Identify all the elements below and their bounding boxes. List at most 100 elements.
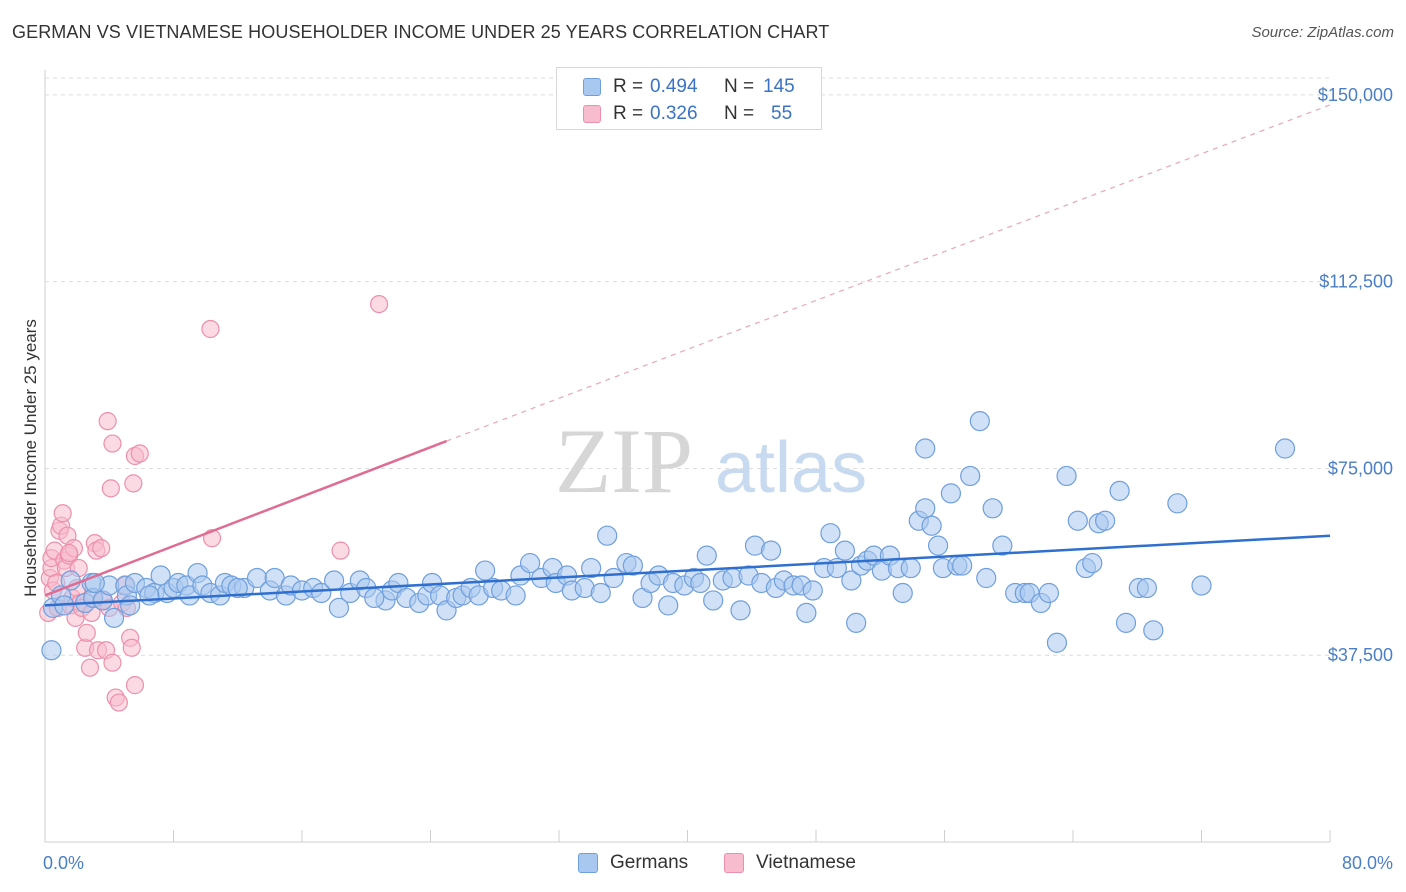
vietnamese-trend-line xyxy=(44,439,448,597)
legend-n-value: 145 xyxy=(763,76,795,97)
german-point xyxy=(760,540,782,561)
legend-n-label: N = xyxy=(724,103,755,124)
legend: R = 0.494 N = 145 R = 0.326 N = 55 xyxy=(556,67,822,130)
vietnamese-point xyxy=(109,693,128,712)
german-point xyxy=(150,565,171,586)
german-point xyxy=(1067,510,1088,531)
legend-swatch-vietnamese xyxy=(583,105,601,123)
german-point xyxy=(1046,632,1068,653)
legend-row-vietnamese: R = 0.326 N = 55 xyxy=(557,101,821,129)
y-tick-label: $112,500 xyxy=(1319,272,1393,292)
trend-lines xyxy=(44,104,1331,607)
german-point xyxy=(1038,582,1060,604)
german-point xyxy=(820,523,841,544)
german-point xyxy=(690,572,711,594)
watermark: ZIP atlas xyxy=(555,410,867,512)
german-point xyxy=(1082,552,1103,574)
german-point xyxy=(1136,577,1157,599)
legend-row-germans: R = 0.494 N = 145 xyxy=(557,74,821,102)
german-point xyxy=(834,540,856,561)
bottom-legend-swatch-germans xyxy=(578,853,598,873)
bottom-legend-label-germans: Germans xyxy=(610,852,689,873)
legend-n-value: 55 xyxy=(771,103,793,124)
german-point xyxy=(796,602,817,623)
grid-lines xyxy=(45,77,1330,656)
german-point xyxy=(60,570,81,591)
legend-r-label: R = xyxy=(613,103,644,124)
y-tick-label: $150,000 xyxy=(1318,85,1393,105)
vietnamese-point xyxy=(92,539,111,558)
german-point xyxy=(227,577,248,599)
watermark-zip: ZIP xyxy=(555,410,693,512)
german-point xyxy=(730,600,751,621)
legend-r-label: R = xyxy=(613,76,644,97)
german-point xyxy=(1274,438,1296,459)
german-point xyxy=(802,580,823,601)
vietnamese-point xyxy=(80,658,100,677)
vietnamese-point xyxy=(103,653,122,672)
vietnamese-point xyxy=(124,474,143,493)
legend-n-label: N = xyxy=(724,76,755,97)
axes xyxy=(44,70,1331,843)
source-label: Source: ZipAtlas.com xyxy=(1251,24,1394,41)
german-point xyxy=(364,587,385,609)
x-tick-labels: 0.0% 80.0% xyxy=(43,853,1393,873)
german-point xyxy=(622,555,643,576)
german-point xyxy=(581,557,602,579)
chart-title: GERMAN VS VIETNAMESE HOUSEHOLDER INCOME … xyxy=(12,22,830,42)
german-trend-line xyxy=(44,534,1331,607)
vietnamese-point xyxy=(125,676,145,695)
vietnamese-point xyxy=(370,294,389,314)
y-tick-label: $37,500 xyxy=(1328,645,1393,665)
german-point xyxy=(103,607,125,628)
german-point xyxy=(324,570,345,591)
german-point xyxy=(1115,612,1137,633)
watermark-atlas: atlas xyxy=(715,428,867,508)
vietnamese-point xyxy=(201,319,220,339)
german-point xyxy=(1095,510,1116,531)
legend-r-value: 0.326 xyxy=(650,103,698,124)
german-point xyxy=(597,525,618,546)
vietnamese-point xyxy=(331,541,350,560)
vietnamese-point xyxy=(130,444,149,463)
german-point xyxy=(915,498,936,519)
german-point xyxy=(846,612,867,633)
german-point xyxy=(921,515,942,536)
vietnamese-point xyxy=(122,638,141,657)
german-point xyxy=(603,567,624,589)
vietnamese-points xyxy=(39,294,389,712)
german-point xyxy=(982,498,1003,519)
german-point xyxy=(841,570,862,591)
legend-swatch-germans xyxy=(583,78,601,96)
german-point xyxy=(1143,620,1164,641)
german-point xyxy=(139,585,160,606)
x-tick-label: 0.0% xyxy=(43,853,84,873)
german-point xyxy=(892,582,913,604)
vietnamese-point xyxy=(59,544,79,563)
vietnamese-point xyxy=(101,479,120,498)
german-point xyxy=(900,557,921,579)
x-tick-label: 80.0% xyxy=(1342,853,1393,873)
y-axis-label: Householder Income Under 25 years xyxy=(21,319,40,597)
bottom-legend-label-vietnamese: Vietnamese xyxy=(756,852,856,873)
german-point xyxy=(475,560,496,581)
y-tick-label: $75,000 xyxy=(1328,458,1393,478)
german-point xyxy=(703,590,724,611)
german-point xyxy=(952,555,973,576)
legend-r-value: 0.494 xyxy=(650,76,698,97)
vietnamese-point xyxy=(77,623,96,642)
vietnamese-point xyxy=(53,504,72,523)
german-point xyxy=(1167,493,1188,514)
vietnamese-point xyxy=(98,412,117,431)
german-point xyxy=(960,465,981,487)
vietnamese-point xyxy=(103,434,122,453)
german-point xyxy=(658,595,679,616)
german-point xyxy=(927,535,949,556)
german-point xyxy=(590,582,611,604)
german-point xyxy=(328,597,350,619)
bottom-legend-swatch-vietnamese xyxy=(724,853,744,873)
vietnamese-trend-extension xyxy=(446,104,1331,442)
german-point xyxy=(1056,465,1077,487)
german-point xyxy=(1109,480,1130,501)
